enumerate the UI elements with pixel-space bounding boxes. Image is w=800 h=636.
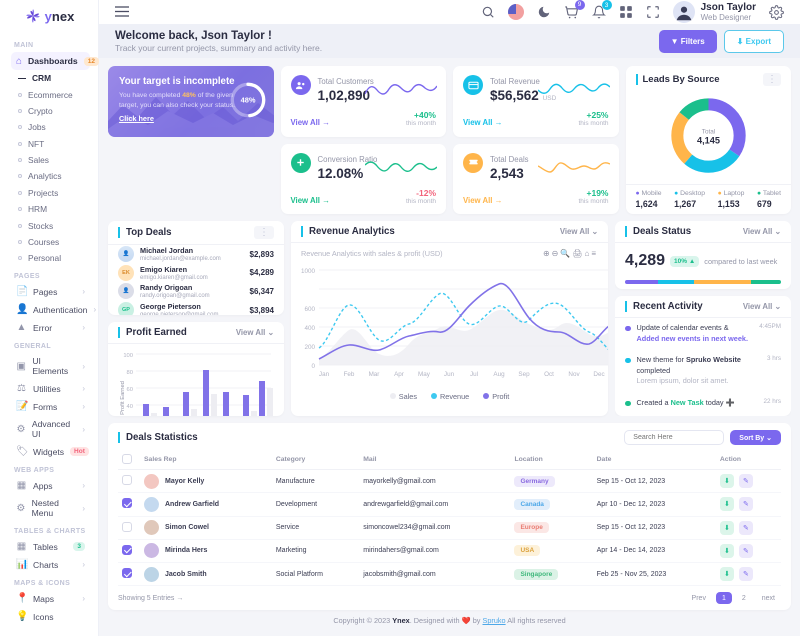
svg-text:40: 40 [127,404,133,410]
svg-text:May: May [418,371,431,378]
svg-text:Feb: Feb [344,371,355,378]
svg-text:Mar: Mar [369,371,380,378]
svg-text:Apr: Apr [394,371,404,378]
svg-text:Profit Earned: Profit Earned [120,381,126,415]
svg-text:200: 200 [304,344,315,351]
svg-text:60: 60 [127,387,133,393]
svg-text:Total: Total [702,128,715,135]
svg-text:Jul: Jul [470,371,478,378]
svg-text:600: 600 [304,306,315,313]
svg-text:400: 400 [304,325,315,332]
svg-text:100: 100 [123,353,133,359]
svg-text:0: 0 [311,363,315,370]
svg-text:Oct: Oct [544,371,554,378]
svg-text:Aug: Aug [493,371,505,378]
svg-text:Dec: Dec [593,371,604,378]
svg-text:1000: 1000 [301,268,316,275]
svg-text:4,145: 4,145 [697,135,720,145]
svg-text:Nov: Nov [568,371,580,378]
svg-text:Jun: Jun [444,371,455,378]
svg-text:48%: 48% [240,95,255,104]
svg-text:Jan: Jan [319,371,330,378]
svg-text:80: 80 [127,370,133,376]
svg-text:Sep: Sep [518,371,530,378]
